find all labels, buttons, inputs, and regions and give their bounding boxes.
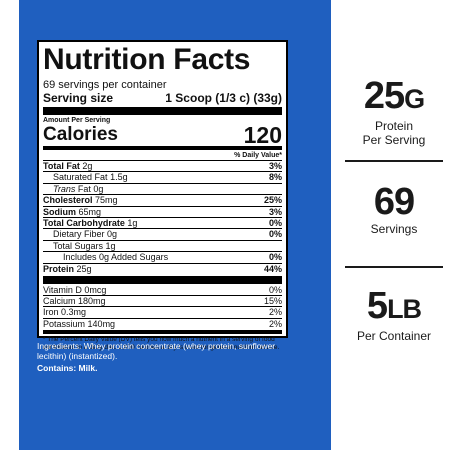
nutrient-row-dietary-fiber: Dietary Fiber 0g 0% (43, 228, 282, 239)
nutrient-row-cholesterol: Cholesterol 75mg 25% (43, 194, 282, 206)
nutrient-row-saturated-fat: Saturated Fat 1.5g 8% (43, 171, 282, 182)
allergen-text: Contains: Milk. (37, 363, 98, 373)
vitamin-row-calcium: Calcium 180mg 15% (43, 295, 282, 307)
nutrient-row-total-carbohydrate: Total Carbohydrate 1g 0% (43, 217, 282, 229)
divider-thick-vitamins (43, 276, 282, 285)
nutrition-facts-label: Nutrition Facts 69 servings per containe… (37, 40, 288, 351)
stat-weight-value: 5 (366, 285, 388, 327)
stat-protein-caption-1: Protein (374, 119, 414, 133)
stat-protein-caption-2: Per Serving (362, 133, 426, 147)
stat-divider-1 (345, 160, 443, 162)
divider-medium-footnote (43, 329, 282, 334)
ingredients-text: Ingredients: Whey protein concentrate (w… (37, 341, 276, 361)
stat-protein-value: 25 (363, 75, 405, 117)
daily-value-header: % Daily Value* (234, 152, 282, 159)
amount-per-serving: Amount Per Serving (43, 117, 111, 124)
serving-size-label: Serving size (43, 91, 114, 105)
serving-size-row: Serving size 1 Scoop (1/3 c) (33g) (43, 91, 282, 105)
vitamin-row-vitamin-d: Vitamin D 0mcg 0% (43, 285, 282, 296)
stat-protein: 25G Protein Per Serving (338, 76, 450, 147)
daily-value-footnote: * The Percent Daily Value (DV) tells you… (43, 335, 280, 351)
nutrient-row-total-fat: Total Fat 2g 3% (43, 160, 282, 171)
vitamin-row-iron: Iron 0.3mg 2% (43, 306, 282, 318)
nutrient-row-added-sugars: Includes 0g Added Sugars 0% (43, 251, 282, 262)
stat-divider-2 (345, 266, 443, 268)
divider-medium (43, 146, 282, 150)
nutrient-row-trans-fat: Trans Fat 0g (43, 182, 282, 194)
vitamin-row-potassium: Potassium 140mg 2% (43, 317, 282, 329)
stat-weight: 5LB Per Container (338, 286, 450, 343)
stat-servings: 69 Servings (338, 182, 450, 236)
nutrient-row-total-sugars: Total Sugars 1g (43, 239, 282, 251)
servings-per-container: 69 servings per container (43, 79, 167, 91)
calories-label: Calories (43, 124, 118, 145)
divider-thick (43, 107, 282, 115)
nutrient-row-sodium: Sodium 65mg 3% (43, 205, 282, 217)
calories-value: 120 (243, 122, 282, 148)
nutrient-row-protein: Protein 25g 44% (43, 262, 282, 274)
stat-servings-value: 69 (373, 181, 415, 223)
stat-weight-unit: LB (387, 294, 422, 324)
stat-servings-caption: Servings (370, 222, 418, 236)
ingredients-block: Ingredients: Whey protein concentrate (w… (37, 341, 297, 373)
label-title: Nutrition Facts (43, 43, 251, 76)
calories-row: Calories 120 (43, 122, 282, 148)
serving-size-value: 1 Scoop (1/3 c) (33g) (165, 91, 282, 105)
stat-weight-caption: Per Container (356, 329, 432, 343)
stat-protein-unit: G (404, 84, 425, 114)
